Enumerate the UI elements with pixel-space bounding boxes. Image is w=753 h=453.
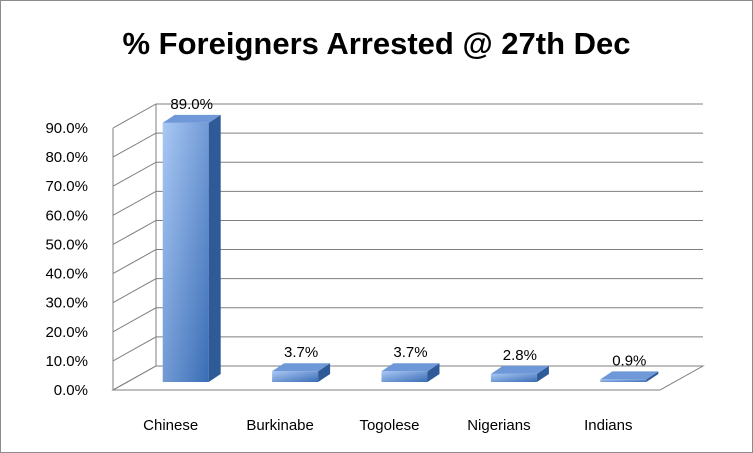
data-label: 0.9% [612,352,646,369]
bar-top [490,365,549,374]
y-tick-label: 0.0% [54,382,88,399]
bar-front [490,373,537,382]
bar-front [162,122,209,383]
chart-title: % Foreigners Arrested @ 27th Dec [122,26,631,61]
bar-top [381,363,440,372]
data-labels: 89.0% 3.7% 3.7% 2.8% 0.9% [170,96,646,369]
x-axis-categories: Chinese Burkinabe Togolese Nigerians Indians [143,417,632,434]
data-label: 3.7% [284,344,318,361]
y-tick-label: 60.0% [45,207,88,224]
y-tick-label: 90.0% [45,120,88,137]
bar-top [600,371,659,380]
bar [600,371,659,382]
bar-side [427,363,440,382]
bar [490,365,549,382]
y-tick-label: 10.0% [45,353,88,370]
gridlines [111,103,705,391]
bar-side [646,371,659,382]
floor [111,365,705,391]
bar-side [208,114,221,383]
bar-front [272,371,319,382]
data-label: 2.8% [503,347,537,364]
y-tick-label: 40.0% [45,266,88,283]
bar-side [318,363,331,382]
x-category-label: Togolese [359,417,419,434]
bar [162,114,221,383]
y-tick-label: 80.0% [45,149,88,166]
y-tick-label: 70.0% [45,178,88,195]
x-category-label: Chinese [143,417,198,434]
y-axis-ticks: 0.0% 10.0% 20.0% 30.0% 40.0% 50.0% 60.0% 70.0% 8… [45,120,88,399]
bar-side [536,365,549,382]
y-tick-label: 50.0% [45,236,88,253]
bar-front [381,371,428,382]
x-category-label: Nigerians [467,417,530,434]
y-tick-label: 30.0% [45,295,88,312]
y-tick-label: 20.0% [45,324,88,341]
bar-top [162,114,221,123]
data-label: 89.0% [170,96,213,113]
bar [381,363,440,382]
bar [272,363,331,382]
bars [162,114,659,383]
data-label: 3.7% [393,344,427,361]
bar-top [272,363,331,372]
x-category-label: Indians [584,417,632,434]
bar-front [600,379,647,382]
x-category-label: Burkinabe [246,417,314,434]
